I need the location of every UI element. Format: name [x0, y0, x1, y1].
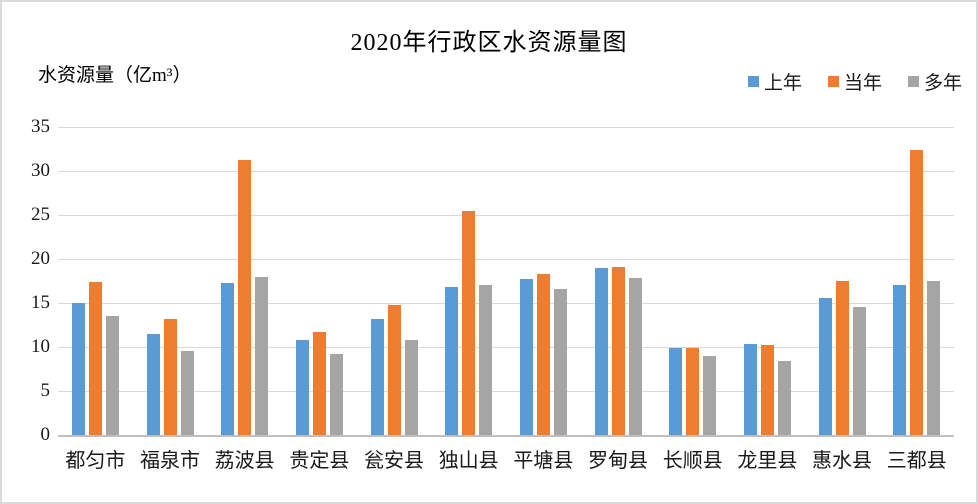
bar-上年: [370, 318, 384, 435]
bar-group-长顺县: [655, 127, 730, 435]
x-category-label: 龙里县: [737, 450, 798, 472]
x-category-label: 惠水县: [812, 450, 873, 472]
bar-上年: [893, 285, 907, 435]
y-axis-title: 水资源量（亿m³）: [38, 65, 192, 86]
gridline: [58, 127, 954, 128]
bar-group-贵定县: [282, 127, 357, 435]
bar-多年: [852, 307, 866, 435]
bar-group-龙里县: [730, 127, 805, 435]
bar-当年: [163, 318, 177, 435]
bar-多年: [927, 281, 941, 435]
bar-上年: [743, 344, 757, 435]
x-category-label: 平塘县: [513, 450, 574, 472]
y-tick-label: 0: [40, 424, 51, 445]
gridline: [58, 215, 954, 216]
legend-swatch-icon: [907, 76, 919, 87]
bar-当年: [387, 304, 401, 435]
bar-group-惠水县: [805, 127, 880, 435]
bar-当年: [910, 149, 924, 435]
bar-group-罗甸县: [581, 127, 656, 435]
bar-当年: [536, 273, 550, 435]
bar-当年: [238, 160, 252, 435]
bar-多年: [628, 278, 642, 435]
gridline: [58, 303, 954, 304]
bar-group-都匀市: [58, 127, 133, 435]
bar-多年: [180, 351, 194, 435]
gridline: [58, 171, 954, 172]
gridline: [58, 391, 954, 392]
bar-group-荔波县: [207, 127, 282, 435]
legend-label: 当年: [843, 73, 882, 94]
bar-上年: [146, 333, 160, 435]
bar-当年: [835, 281, 849, 435]
legend-swatch-icon: [747, 76, 759, 87]
y-tick-label: 20: [31, 248, 50, 269]
bar-上年: [445, 287, 459, 435]
y-tick-label: 25: [31, 204, 50, 225]
bar-多年: [479, 285, 493, 435]
bar-多年: [329, 354, 343, 435]
bar-group-三都县: [879, 127, 954, 435]
gridline: [58, 259, 954, 260]
y-axis-tick-labels: 0 5 10 15 20 25 30 35: [6, 117, 51, 445]
legend-swatch-icon: [827, 76, 839, 87]
legend: 上年 当年 多年: [747, 68, 962, 95]
y-tick-label: 5: [40, 380, 51, 401]
bar-group-福泉市: [133, 127, 208, 435]
y-tick-label: 30: [31, 160, 50, 181]
x-category-label: 三都县: [886, 450, 947, 472]
bar-上年: [669, 347, 683, 435]
x-axis-category-labels: 都匀市 福泉市 荔波县 贵定县 瓮安县 独山县 平塘县 罗甸县 长顺县 龙里县 惠水县 三都县: [58, 444, 954, 473]
bar-当年: [686, 347, 700, 435]
x-category-label: 都匀市: [65, 450, 126, 472]
bar-上年: [594, 267, 608, 435]
bar-多年: [404, 339, 418, 435]
gridline: [58, 347, 954, 348]
x-category-label: 福泉市: [140, 450, 200, 472]
bars-row: [58, 127, 954, 435]
x-category-label: 瓮安县: [364, 450, 425, 472]
bar-上年: [295, 339, 309, 435]
bar-上年: [818, 297, 832, 435]
bar-当年: [312, 332, 326, 435]
legend-item-多年: 多年: [907, 68, 962, 95]
bar-group-独山县: [431, 127, 506, 435]
legend-label: 上年: [763, 73, 802, 94]
bar-上年: [519, 279, 533, 435]
x-category-label: 罗甸县: [588, 450, 649, 472]
bar-多年: [703, 355, 717, 435]
legend-item-上年: 上年: [747, 68, 802, 95]
bar-多年: [255, 277, 269, 435]
chart-title: 2020年行政区水资源量图: [350, 30, 628, 56]
y-tick-label: 15: [31, 292, 50, 313]
legend-item-当年: 当年: [827, 68, 882, 95]
bar-多年: [777, 361, 791, 435]
bar-多年: [553, 288, 567, 435]
x-category-label: 贵定县: [289, 450, 350, 472]
bar-group-平塘县: [506, 127, 581, 435]
x-category-label: 荔波县: [214, 450, 275, 472]
bar-上年: [221, 282, 235, 435]
y-tick-label: 10: [31, 336, 50, 357]
bar-多年: [105, 316, 119, 435]
legend-label: 多年: [923, 73, 962, 94]
bar-当年: [462, 211, 476, 435]
bar-当年: [611, 266, 625, 435]
bar-当年: [88, 281, 102, 435]
bar-group-瓮安县: [357, 127, 432, 435]
x-category-label: 独山县: [438, 450, 499, 472]
x-category-label: 长顺县: [662, 450, 723, 472]
bar-当年: [760, 345, 774, 435]
bar-上年: [71, 303, 85, 435]
plot-area: [58, 127, 954, 437]
y-tick-label: 35: [31, 116, 50, 137]
